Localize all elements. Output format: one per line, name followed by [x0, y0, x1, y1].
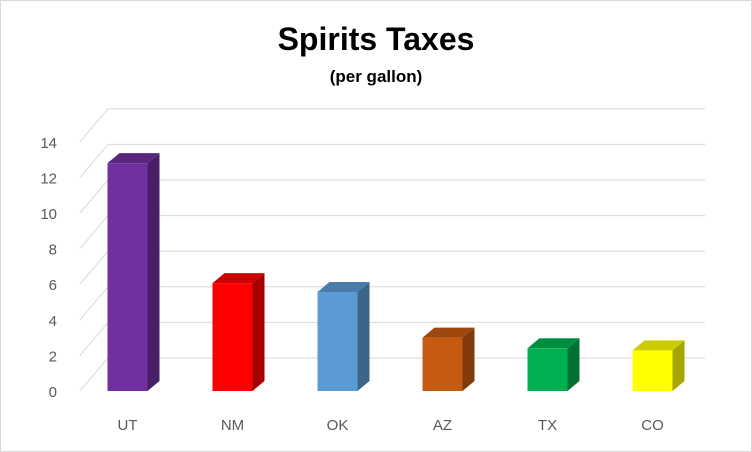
bar-front	[632, 350, 673, 391]
y-tick-label: 14	[40, 135, 57, 152]
chart-title: Spirits Taxes	[277, 21, 475, 57]
bar-front	[107, 163, 148, 391]
gridline-diag	[79, 357, 109, 392]
x-tick-label: TX	[538, 417, 557, 434]
bar-front	[212, 283, 253, 391]
y-tick-label: 12	[40, 170, 57, 187]
bar-az	[422, 327, 475, 391]
bar-nm	[212, 273, 265, 391]
y-tick-label: 10	[40, 206, 57, 223]
bar-top	[422, 327, 475, 338]
gridline-diag	[79, 250, 109, 285]
gridlines	[79, 108, 705, 392]
gridline-diag	[79, 144, 109, 178]
bar-side	[567, 338, 580, 391]
gridline-diag	[79, 215, 109, 249]
bar-side	[357, 282, 370, 391]
gridline-diag	[79, 286, 109, 321]
chart-subtitle: (per gallon)	[329, 67, 423, 86]
y-tick-label: 4	[49, 313, 57, 330]
bar-front	[527, 348, 568, 391]
x-tick-label: OK	[327, 417, 349, 434]
y-tick-label: 8	[49, 242, 57, 259]
y-tick-label: 2	[49, 348, 57, 365]
bar-side	[252, 273, 265, 391]
bar-side	[147, 153, 160, 391]
bar-top	[632, 340, 685, 351]
gridline-diag	[79, 322, 109, 356]
gridline-diag	[79, 108, 109, 143]
bar-top	[317, 282, 370, 293]
bar-top	[107, 153, 160, 164]
x-tick-label: NM	[221, 417, 244, 434]
x-axis-ticks: UT NM OK AZ TX CO	[118, 417, 664, 434]
bar-top	[527, 338, 580, 349]
bar-co	[632, 340, 685, 391]
x-tick-label: CO	[641, 417, 664, 434]
bar-ok	[317, 282, 370, 391]
bar-front	[317, 292, 358, 391]
gridline-diag	[79, 179, 109, 214]
x-tick-label: UT	[118, 417, 138, 434]
y-tick-label: 6	[49, 277, 57, 294]
bars	[107, 153, 685, 391]
x-tick-label: AZ	[433, 417, 452, 434]
bar-front	[422, 337, 463, 391]
y-axis-ticks: 0 2 4 6 8 10 12 14	[40, 135, 57, 401]
bar-ut	[107, 153, 160, 391]
bar-side	[462, 327, 475, 391]
y-tick-label: 0	[49, 384, 57, 401]
bar-side	[672, 340, 685, 391]
bar-tx	[527, 338, 580, 391]
bar-top	[212, 273, 265, 284]
